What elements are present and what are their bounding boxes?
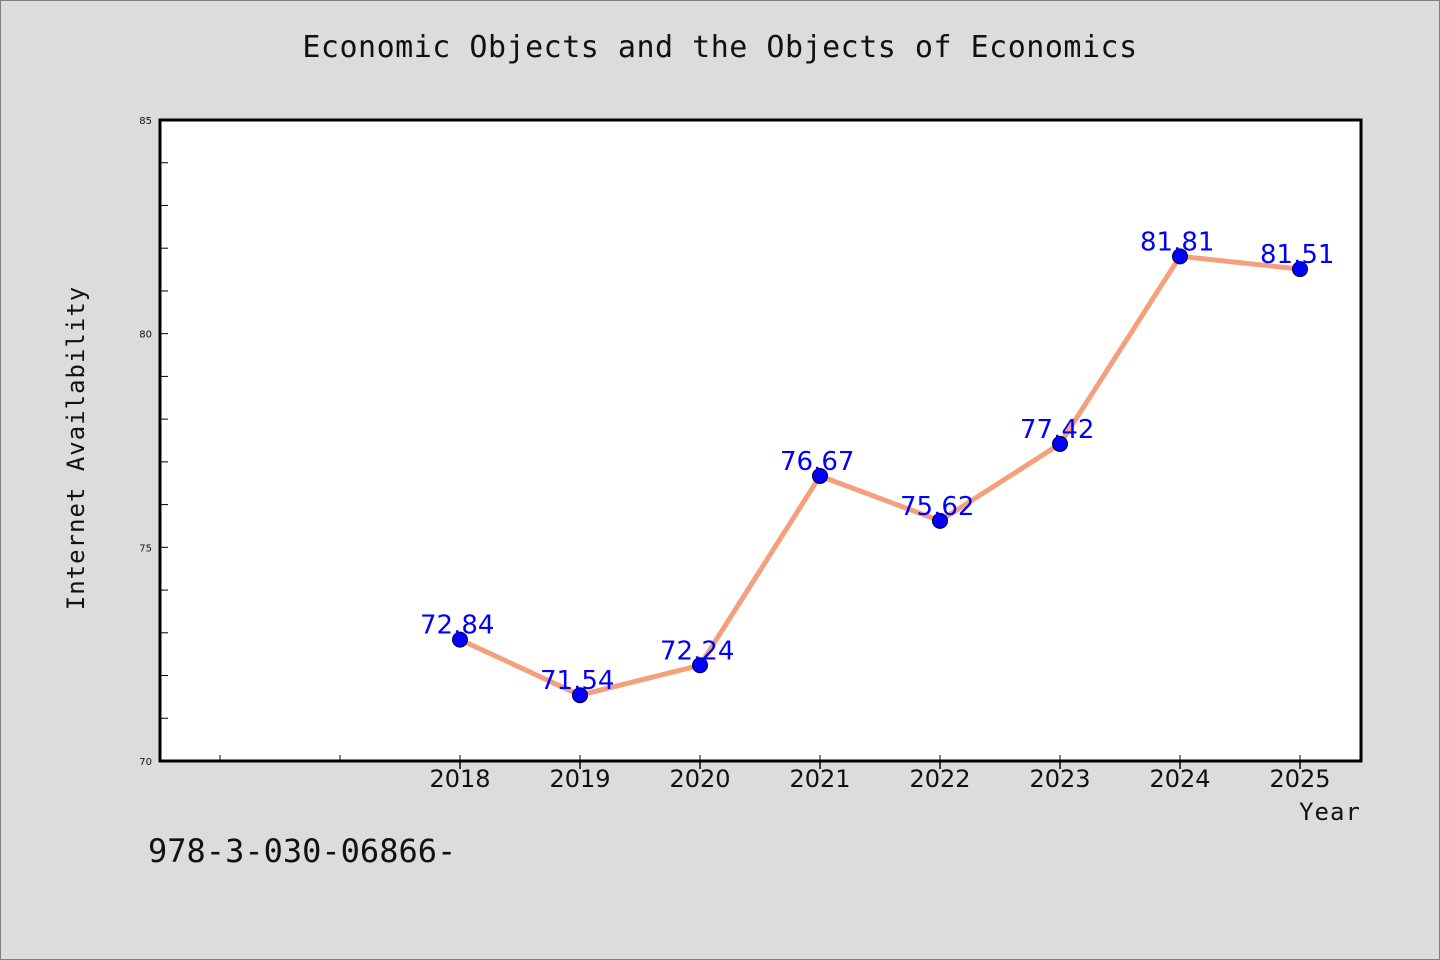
data-label: 81.51 [1260, 240, 1334, 270]
data-label: 72.24 [660, 636, 734, 666]
y-tick-label: 70 [139, 757, 152, 768]
x-tick-label: 2021 [789, 765, 850, 793]
x-tick-label: 2019 [549, 765, 610, 793]
data-label: 71.54 [540, 666, 614, 696]
x-tick-label: 2020 [669, 765, 730, 793]
data-point [572, 687, 588, 704]
y-axis-ticks: 70 75 80 85 [139, 116, 152, 768]
series-line [457, 253, 1303, 698]
data-point [1292, 261, 1308, 278]
data-label: 76.67 [780, 447, 854, 477]
data-point [932, 512, 948, 529]
x-tick-label: 2018 [429, 765, 490, 793]
data-label: 75.62 [900, 492, 974, 522]
x-tick-label: 2025 [1269, 765, 1330, 793]
data-point [812, 467, 828, 484]
data-point [1052, 435, 1068, 452]
data-label: 72.84 [420, 611, 494, 641]
y-tick-label: 85 [139, 116, 152, 127]
x-tick-label: 2024 [1149, 765, 1210, 793]
y-tick-label: 75 [139, 543, 152, 554]
data-label: 77.42 [1020, 415, 1094, 445]
x-tick-label: 2022 [909, 765, 970, 793]
footer-code: 978-3-030-06866- [148, 832, 457, 870]
data-point [452, 631, 468, 648]
plot-border [158, 118, 1363, 763]
data-markers [452, 248, 1308, 704]
y-axis-label: Internet Availability [62, 286, 90, 610]
x-axis-label: Year [1299, 798, 1361, 826]
data-point [1172, 248, 1188, 265]
data-label: 81.81 [1140, 227, 1214, 257]
plot-area [160, 120, 1361, 761]
chart-title: Economic Objects and the Objects of Econ… [302, 30, 1138, 65]
y-tick-label: 80 [139, 330, 152, 341]
x-axis-ticks: 2018 2019 2020 2021 2022 2023 2024 2025 [429, 761, 1331, 793]
x-tick-label: 2023 [1029, 765, 1090, 793]
data-labels: 72.84 71.54 72.24 76.67 75.62 77.42 81.81 81.51 [420, 227, 1334, 696]
data-point [692, 657, 708, 674]
